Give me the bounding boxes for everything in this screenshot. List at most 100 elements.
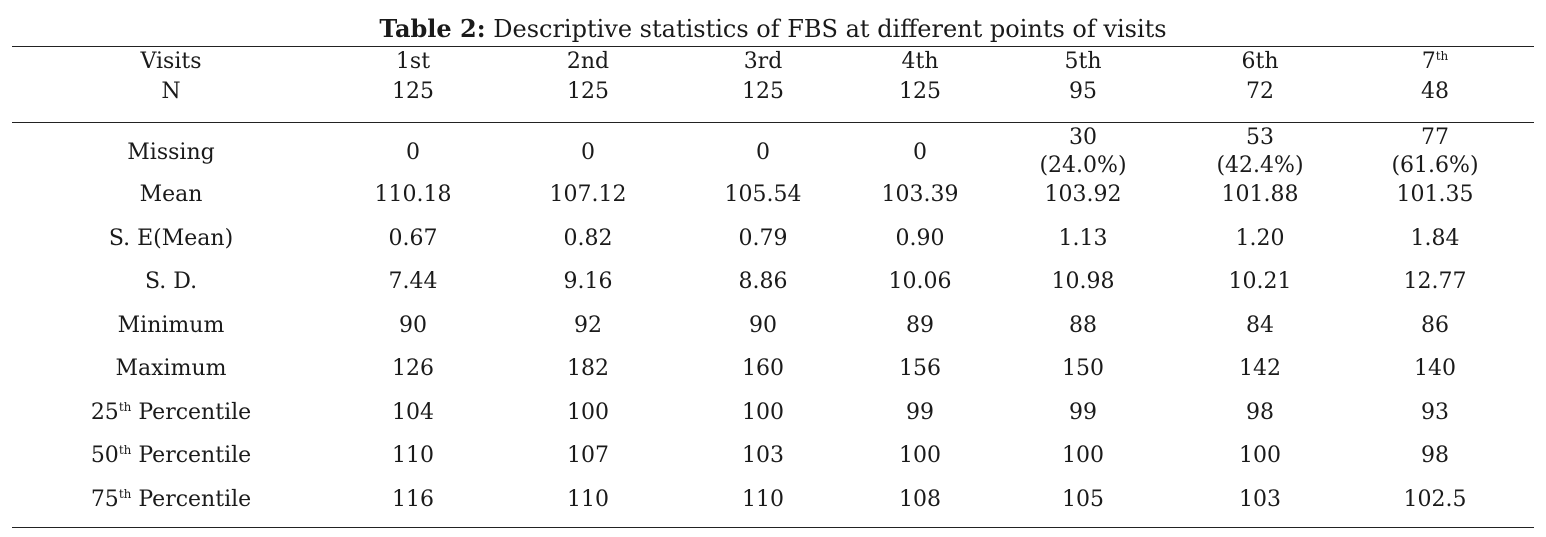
table-row-stat: 25th Percentile 104 100 100 99 99 98 93 [0,399,1546,429]
visit-label: 1st [395,49,431,74]
row-label-text: Mean [139,182,203,207]
table-cell: 160 [742,356,784,381]
table-cell: 100 [567,400,609,425]
table-cell: 108 [899,487,941,512]
table-cell: 0 [581,140,595,165]
table-cell: 125 [392,79,434,104]
table-cell: 156 [899,356,941,381]
visit-label: 4th [901,49,939,74]
row-label-suffix: Percentile [131,400,252,425]
table-cell: 8.86 [738,269,788,294]
header-visit-cell: 5th [993,48,1173,76]
missing-count: 30 [1069,125,1097,150]
table-cell: 99 [906,400,934,425]
visit-label: 6th [1241,49,1279,74]
table-cell: 101.35 [1396,182,1474,207]
table-cell: 125 [899,79,941,104]
table-cell: 84 [1246,313,1274,338]
row-label-text: S. E(Mean) [108,226,234,251]
row-label-text: 50 [90,443,119,468]
table-cell: 0 [913,140,927,165]
table-cell: 0.82 [563,226,613,251]
missing-percent: (42.4%) [1216,153,1304,178]
table-cell: 126 [392,356,434,381]
table-row-stat: Minimum 90 92 90 89 88 84 86 [0,312,1546,342]
table-cell: 98 [1246,400,1274,425]
table-cell: 92 [574,313,602,338]
table-cell: 95 [1069,79,1097,104]
row-label: Minimum [51,312,291,340]
table-cell: 103.39 [881,182,959,207]
table-cell: 0 [406,140,420,165]
table-cell: 104 [392,400,434,425]
missing-count: 53 [1246,125,1274,150]
table-cell: 101.88 [1221,182,1299,207]
table-row-stat: S. E(Mean) 0.67 0.82 0.79 0.90 1.13 1.20 1.84 [0,225,1546,255]
table-row-missing: Missing 0 0 0 0 30 (24.0%) 53 (42.4%) 77 (61.6%) [0,124,1546,178]
missing-percent: (24.0%) [1039,153,1127,178]
table-caption-label: Table 2: [379,14,486,43]
row-label: 75th Percentile [51,486,291,514]
table-cell: 182 [567,356,609,381]
row-label-text: 25 [90,400,119,425]
visit-label: 2nd [566,49,610,74]
table-cell: 7.44 [388,269,438,294]
visit-label: 5th [1064,49,1102,74]
header-visit-cell: 3rd [673,48,853,76]
table-cell: 98 [1421,443,1449,468]
table-cell: 103 [742,443,784,468]
table-header-row: Visits 1st 2nd 3rd 4th 5th 6th 7th [0,48,1546,78]
visit-label-superscript: th [1435,49,1449,63]
table-cell: 77 (61.6%) [1345,124,1525,180]
row-label: N [161,79,181,104]
row-label-text: S. D. [144,269,198,294]
missing-count: 77 [1421,125,1449,150]
table-cell: 110.18 [374,182,452,207]
table-cell: 100 [1062,443,1104,468]
table-row-n: N 125 125 125 125 95 72 48 [0,78,1546,108]
table-header-rule [12,122,1534,123]
header-visit-cell: 7th [1345,48,1525,76]
table-top-rule [12,46,1534,47]
table-cell: 1.84 [1410,226,1460,251]
table-cell: 10.06 [888,269,952,294]
table-row-stat: 75th Percentile 116 110 110 108 105 103 102.5 [0,486,1546,516]
row-label-text: Minimum [117,313,225,338]
table-cell: 1.20 [1235,226,1285,251]
table-cell: 53 (42.4%) [1170,124,1350,180]
table-cell: 86 [1421,313,1449,338]
table-cell: 103.92 [1044,182,1122,207]
visit-label: 7 [1421,49,1436,74]
row-label: Maximum [51,355,291,383]
row-label: 50th Percentile [51,442,291,470]
table-caption: Table 2: Descriptive statistics of FBS a… [0,14,1546,44]
visit-label: 3rd [743,49,783,74]
table-row-stat: Mean 110.18 107.12 105.54 103.39 103.92 101.88… [0,181,1546,211]
table-cell: 88 [1069,313,1097,338]
table-cell: 90 [399,313,427,338]
row-label-text: Maximum [115,356,227,381]
table-bottom-rule [12,527,1534,528]
table-cell: 107.12 [549,182,627,207]
header-visit-cell: 4th [830,48,1010,76]
table-cell: 110 [742,487,784,512]
table-cell: 110 [567,487,609,512]
missing-percent: (61.6%) [1391,153,1479,178]
table-cell: 1.13 [1058,226,1108,251]
table-cell: 0 [756,140,770,165]
row-label-superscript: th [118,487,132,501]
row-label-suffix: Percentile [131,443,252,468]
table-cell: 100 [742,400,784,425]
table-cell: 105 [1062,487,1104,512]
table-cell: 10.98 [1051,269,1115,294]
table-cell: 90 [749,313,777,338]
table-cell: 100 [899,443,941,468]
row-label-superscript: th [118,400,132,414]
table-cell: 93 [1421,400,1449,425]
row-label-suffix: Percentile [131,487,252,512]
table-cell: 142 [1239,356,1281,381]
table-cell: 110 [392,443,434,468]
table-row-stat: 50th Percentile 110 107 103 100 100 100 98 [0,442,1546,472]
row-label-superscript: th [118,443,132,457]
header-visit-cell: 6th [1170,48,1350,76]
